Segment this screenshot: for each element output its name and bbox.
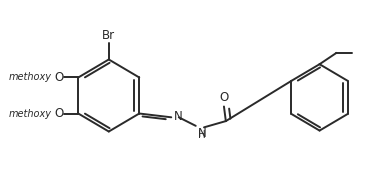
Text: O: O xyxy=(219,91,229,104)
Text: Br: Br xyxy=(102,29,115,42)
Text: N: N xyxy=(174,110,183,123)
Text: methoxy: methoxy xyxy=(9,108,52,118)
Text: methoxy: methoxy xyxy=(9,73,52,83)
Text: O: O xyxy=(54,107,63,120)
Text: N: N xyxy=(197,127,206,140)
Text: H: H xyxy=(197,130,205,140)
Text: O: O xyxy=(54,71,63,84)
